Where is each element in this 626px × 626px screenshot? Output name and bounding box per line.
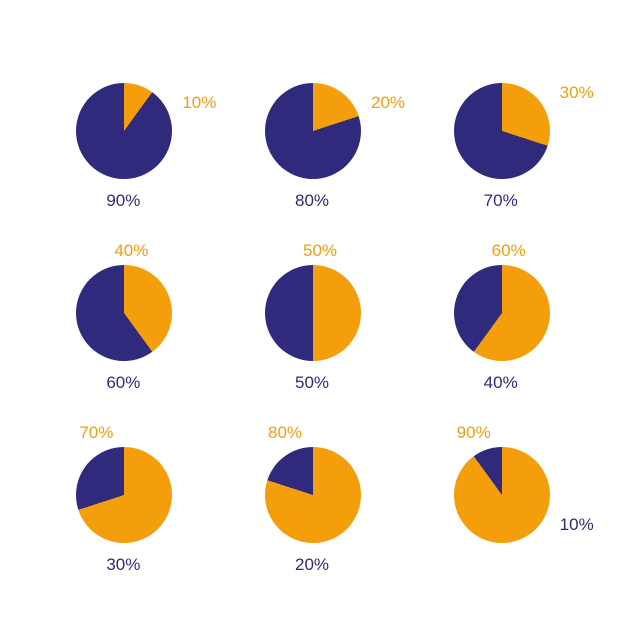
- primary-percent-label: 90%: [106, 191, 140, 211]
- pie-circle: [265, 447, 361, 543]
- pie-wrap: 50% 50%: [219, 222, 408, 404]
- pie-circle: [454, 83, 550, 179]
- accent-percent-label: 70%: [79, 423, 113, 443]
- pie-chart-grid: 10%90%20%80%30%70%40%60%50%50%60%40%70%3…: [0, 0, 626, 626]
- pie-chart-8: 80% 20%: [219, 404, 408, 586]
- pie-chart-1: 10% 90%: [30, 40, 219, 222]
- primary-percent-label: 70%: [484, 191, 518, 211]
- pie-wrap: 90% 10%: [407, 404, 596, 586]
- accent-percent-label: 50%: [303, 241, 337, 261]
- pie-chart-9: 90% 10%: [407, 404, 596, 586]
- pie-circle: [76, 265, 172, 361]
- pie-chart-3: 30% 70%: [407, 40, 596, 222]
- pie-circle: [454, 447, 550, 543]
- pie-wrap: 40% 60%: [30, 222, 219, 404]
- pie-circle: [76, 83, 172, 179]
- pie-chart-6: 60% 40%: [407, 222, 596, 404]
- accent-percent-label: 90%: [457, 423, 491, 443]
- accent-percent-label: 40%: [114, 241, 148, 261]
- pie-circle: [454, 265, 550, 361]
- accent-percent-label: 10%: [182, 93, 216, 113]
- accent-percent-label: 60%: [492, 241, 526, 261]
- primary-percent-label: 50%: [295, 373, 329, 393]
- primary-percent-label: 10%: [560, 515, 594, 535]
- primary-percent-label: 30%: [106, 555, 140, 575]
- pie-wrap: 70% 30%: [30, 404, 219, 586]
- pie-wrap: 60% 40%: [407, 222, 596, 404]
- pie-wrap: 30% 70%: [407, 40, 596, 222]
- accent-percent-label: 20%: [371, 93, 405, 113]
- pie-wrap: 10% 90%: [30, 40, 219, 222]
- accent-percent-label: 80%: [268, 423, 302, 443]
- accent-percent-label: 30%: [560, 83, 594, 103]
- primary-percent-label: 60%: [106, 373, 140, 393]
- pie-chart-5: 50% 50%: [219, 222, 408, 404]
- pie-wrap: 20% 80%: [219, 40, 408, 222]
- primary-percent-label: 80%: [295, 191, 329, 211]
- pie-chart-4: 40% 60%: [30, 222, 219, 404]
- pie-chart-2: 20% 80%: [219, 40, 408, 222]
- pie-chart-7: 70% 30%: [30, 404, 219, 586]
- pie-circle: [76, 447, 172, 543]
- primary-percent-label: 20%: [295, 555, 329, 575]
- pie-wrap: 80% 20%: [219, 404, 408, 586]
- primary-percent-label: 40%: [484, 373, 518, 393]
- pie-circle: [265, 83, 361, 179]
- pie-circle: [265, 265, 361, 361]
